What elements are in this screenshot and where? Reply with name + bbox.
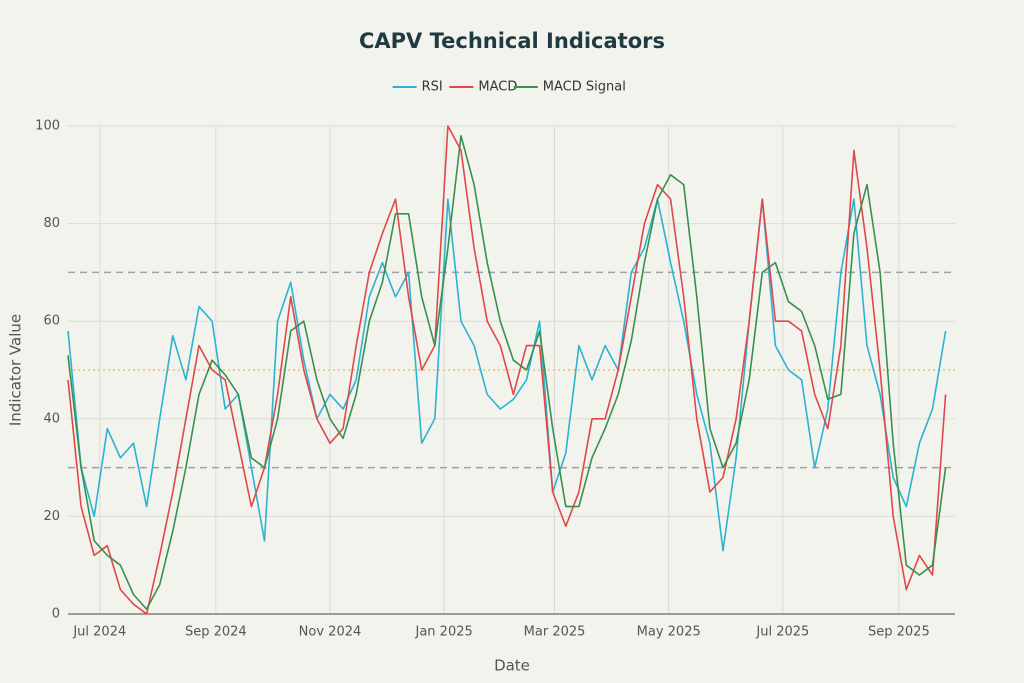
x-tick-label: Jul 2025: [755, 625, 809, 640]
legend-label: MACD: [478, 80, 517, 95]
y-tick-label: 40: [43, 411, 60, 426]
y-axis-title: Indicator Value: [7, 314, 25, 426]
x-tick-label: Sep 2025: [868, 625, 930, 640]
x-tick-label: Nov 2024: [299, 625, 362, 640]
legend-label: RSI: [422, 80, 443, 95]
y-tick-label: 100: [35, 119, 60, 134]
y-tick-label: 20: [43, 509, 60, 524]
x-tick-label: Jan 2025: [415, 625, 473, 640]
x-tick-label: Sep 2024: [185, 625, 247, 640]
series-line: [67, 125, 947, 615]
series-line: [67, 135, 947, 610]
y-tick-label: 0: [52, 607, 60, 622]
x-axis-title: Date: [494, 657, 530, 675]
chart-title: CAPV Technical Indicators: [359, 29, 665, 53]
x-tick-label: Mar 2025: [524, 625, 586, 640]
series-line: [67, 198, 947, 552]
x-tick-label: Jul 2024: [72, 625, 126, 640]
y-tick-label: 80: [43, 216, 60, 231]
x-tick-label: May 2025: [637, 625, 701, 640]
legend-label: MACD Signal: [543, 80, 626, 95]
y-tick-label: 60: [43, 314, 60, 329]
